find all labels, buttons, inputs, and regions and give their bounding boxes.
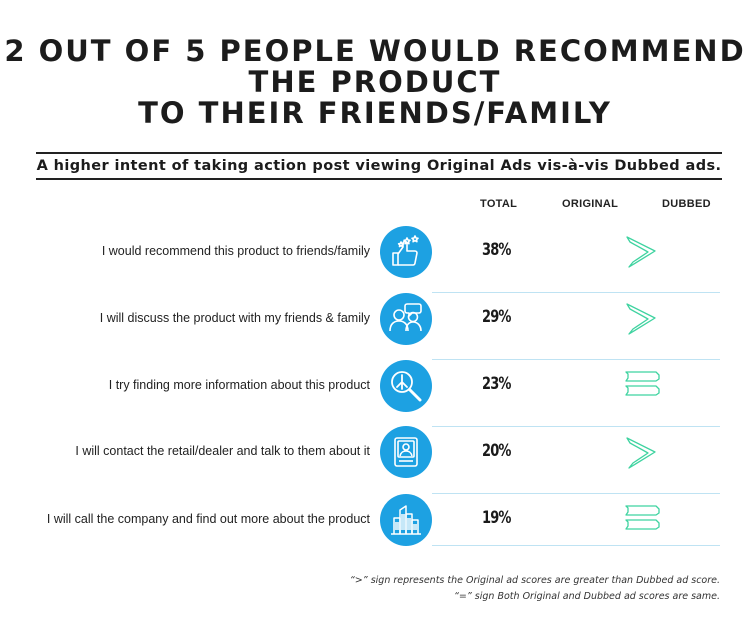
row-label: I will contact the retail/dealer and tal… [75,444,370,458]
row-divider [432,292,720,293]
total-value: 23% [482,374,511,394]
total-value: 38% [482,240,511,260]
column-header-original: ORIGINAL [562,198,619,210]
greater-than-sign [624,301,658,341]
thumbs-up-stars-icon [380,226,432,278]
magnifier-search-icon [380,360,432,412]
row-label: I would recommend this product to friend… [101,244,370,258]
row-divider [432,359,720,360]
greater-than-sign [624,435,658,475]
total-value: 29% [482,307,511,327]
title-line-3: TO THEIR FRIENDS/FAMILY [138,96,612,130]
row-divider [432,426,720,427]
people-discussion-icon [380,293,432,345]
total-value: 19% [482,508,511,528]
greater-than-sign [624,234,658,274]
page-title: 2 OUT OF 5 PEOPLE WOULD RECOMMEND THE PR… [0,36,750,129]
contact-card-icon [380,426,432,478]
total-value: 20% [482,441,511,461]
column-header-total: TOTAL [480,198,518,210]
title-line-2: THE PRODUCT [248,65,502,99]
footnote-equal: “=” sign Both Original and Dubbed ad sco… [453,591,720,602]
equal-sign [624,504,664,538]
row-label: I will discuss the product with my frien… [99,311,370,325]
column-header-dubbed: DUBBED [662,198,711,210]
footnote-greater: “>” sign represents the Original ad scor… [349,575,720,586]
row-label: I will call the company and find out mor… [46,512,370,526]
row-divider [432,545,720,546]
row-label: I try finding more information about thi… [108,378,370,392]
row-divider [432,493,720,494]
subtitle: A higher intent of taking action post vi… [36,152,722,180]
title-line-1: 2 OUT OF 5 PEOPLE WOULD RECOMMEND [4,34,746,68]
buildings-icon [380,494,432,546]
equal-sign [624,370,664,404]
